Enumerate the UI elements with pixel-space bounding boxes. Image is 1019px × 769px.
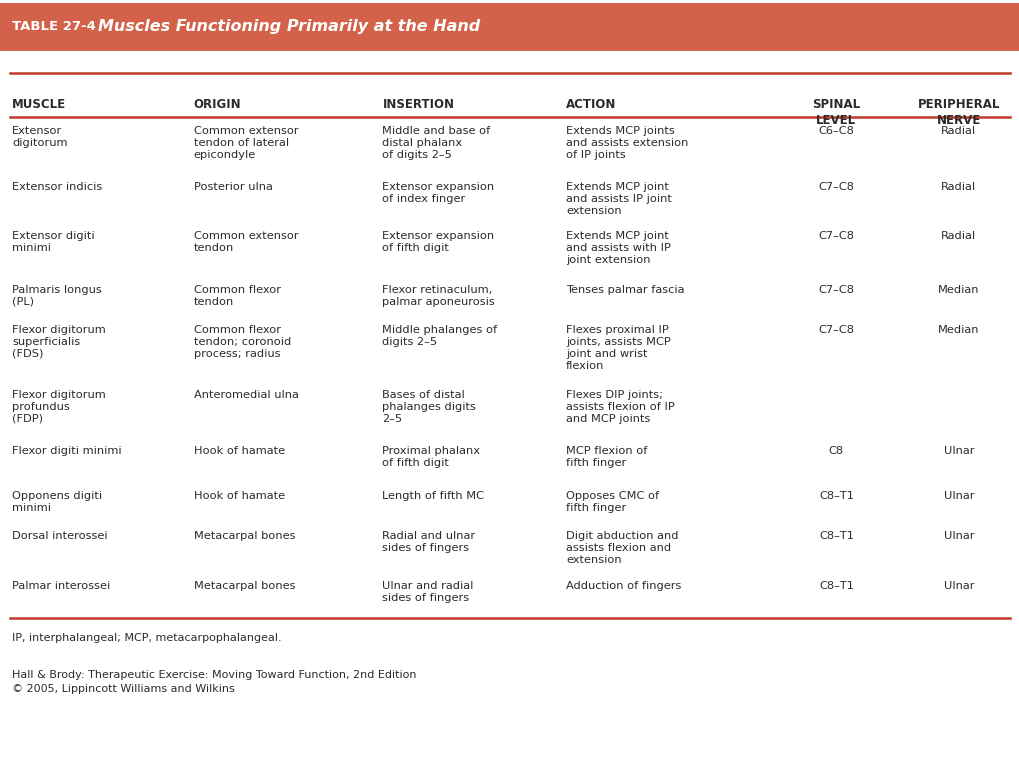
Text: C8–T1: C8–T1 xyxy=(818,531,853,541)
Text: Extensor expansion
of fifth digit: Extensor expansion of fifth digit xyxy=(382,231,494,253)
Text: Posterior ulna: Posterior ulna xyxy=(194,182,272,192)
Text: Anteromedial ulna: Anteromedial ulna xyxy=(194,390,299,400)
Text: Hook of hamate: Hook of hamate xyxy=(194,491,284,501)
Text: MCP flexion of
fifth finger: MCP flexion of fifth finger xyxy=(566,446,647,468)
Text: ACTION: ACTION xyxy=(566,98,615,112)
Text: Common flexor
tendon: Common flexor tendon xyxy=(194,285,280,307)
Text: Radial: Radial xyxy=(941,126,975,136)
Text: Metacarpal bones: Metacarpal bones xyxy=(194,581,296,591)
Text: Radial and ulnar
sides of fingers: Radial and ulnar sides of fingers xyxy=(382,531,475,553)
Text: Tenses palmar fascia: Tenses palmar fascia xyxy=(566,285,684,295)
Text: TABLE 27-4: TABLE 27-4 xyxy=(12,21,96,33)
Text: Extends MCP joints
and assists extension
of IP joints: Extends MCP joints and assists extension… xyxy=(566,126,688,160)
Text: Extends MCP joint
and assists IP joint
extension: Extends MCP joint and assists IP joint e… xyxy=(566,182,672,216)
Text: Dorsal interossei: Dorsal interossei xyxy=(12,531,108,541)
Text: Palmaris longus
(PL): Palmaris longus (PL) xyxy=(12,285,102,307)
Text: Flexes proximal IP
joints, assists MCP
joint and wrist
flexion: Flexes proximal IP joints, assists MCP j… xyxy=(566,325,671,371)
Text: Muscles Functioning Primarily at the Hand: Muscles Functioning Primarily at the Han… xyxy=(98,19,480,35)
Text: C7–C8: C7–C8 xyxy=(817,182,854,192)
Text: Bases of distal
phalanges digits
2–5: Bases of distal phalanges digits 2–5 xyxy=(382,390,476,424)
Text: Extensor expansion
of index finger: Extensor expansion of index finger xyxy=(382,182,494,205)
Text: Flexor digitorum
profundus
(FDP): Flexor digitorum profundus (FDP) xyxy=(12,390,106,424)
Text: PERIPHERAL
NERVE: PERIPHERAL NERVE xyxy=(917,98,999,128)
Text: IP, interphalangeal; MCP, metacarpophalangeal.: IP, interphalangeal; MCP, metacarpophala… xyxy=(12,633,281,643)
Text: C8–T1: C8–T1 xyxy=(818,491,853,501)
Text: Ulnar: Ulnar xyxy=(943,531,973,541)
Text: Opposes CMC of
fifth finger: Opposes CMC of fifth finger xyxy=(566,491,658,513)
Text: Radial: Radial xyxy=(941,231,975,241)
Text: Median: Median xyxy=(937,325,978,335)
Text: Flexes DIP joints;
assists flexion of IP
and MCP joints: Flexes DIP joints; assists flexion of IP… xyxy=(566,390,675,424)
Text: Middle phalanges of
digits 2–5: Middle phalanges of digits 2–5 xyxy=(382,325,497,347)
Text: Extensor digiti
minimi: Extensor digiti minimi xyxy=(12,231,95,253)
Text: Median: Median xyxy=(937,285,978,295)
Text: ORIGIN: ORIGIN xyxy=(194,98,242,112)
Text: Flexor retinaculum,
palmar aponeurosis: Flexor retinaculum, palmar aponeurosis xyxy=(382,285,495,307)
Text: C7–C8: C7–C8 xyxy=(817,231,854,241)
Text: Ulnar: Ulnar xyxy=(943,491,973,501)
Text: Common extensor
tendon of lateral
epicondyle: Common extensor tendon of lateral epicon… xyxy=(194,126,299,160)
Text: Common flexor
tendon; coronoid
process; radius: Common flexor tendon; coronoid process; … xyxy=(194,325,290,358)
Text: Flexor digitorum
superficialis
(FDS): Flexor digitorum superficialis (FDS) xyxy=(12,325,106,358)
Text: C8–T1: C8–T1 xyxy=(818,581,853,591)
Text: Extends MCP joint
and assists with IP
joint extension: Extends MCP joint and assists with IP jo… xyxy=(566,231,671,265)
Text: C7–C8: C7–C8 xyxy=(817,325,854,335)
Text: INSERTION: INSERTION xyxy=(382,98,454,112)
Text: Adduction of fingers: Adduction of fingers xyxy=(566,581,681,591)
Text: Proximal phalanx
of fifth digit: Proximal phalanx of fifth digit xyxy=(382,446,480,468)
Text: Radial: Radial xyxy=(941,182,975,192)
Text: C6–C8: C6–C8 xyxy=(817,126,854,136)
Text: Digit abduction and
assists flexion and
extension: Digit abduction and assists flexion and … xyxy=(566,531,678,564)
Text: Flexor digiti minimi: Flexor digiti minimi xyxy=(12,446,121,456)
Text: Middle and base of
distal phalanx
of digits 2–5: Middle and base of distal phalanx of dig… xyxy=(382,126,490,160)
Text: Extensor
digitorum: Extensor digitorum xyxy=(12,126,67,148)
Text: Extensor indicis: Extensor indicis xyxy=(12,182,102,192)
Text: Length of fifth MC: Length of fifth MC xyxy=(382,491,484,501)
Text: Opponens digiti
minimi: Opponens digiti minimi xyxy=(12,491,102,513)
Text: Common extensor
tendon: Common extensor tendon xyxy=(194,231,299,253)
Text: Palmar interossei: Palmar interossei xyxy=(12,581,110,591)
Text: Hook of hamate: Hook of hamate xyxy=(194,446,284,456)
Text: C7–C8: C7–C8 xyxy=(817,285,854,295)
Text: MUSCLE: MUSCLE xyxy=(12,98,66,112)
Text: Hall & Brody: Therapeutic Exercise: Moving Toward Function, 2nd Edition
© 2005, : Hall & Brody: Therapeutic Exercise: Movi… xyxy=(12,670,417,694)
Text: Ulnar: Ulnar xyxy=(943,581,973,591)
Text: Ulnar and radial
sides of fingers: Ulnar and radial sides of fingers xyxy=(382,581,474,603)
FancyBboxPatch shape xyxy=(0,3,1019,51)
Text: Metacarpal bones: Metacarpal bones xyxy=(194,531,296,541)
Text: Ulnar: Ulnar xyxy=(943,446,973,456)
Text: SPINAL
LEVEL: SPINAL LEVEL xyxy=(811,98,860,128)
Text: C8: C8 xyxy=(828,446,843,456)
